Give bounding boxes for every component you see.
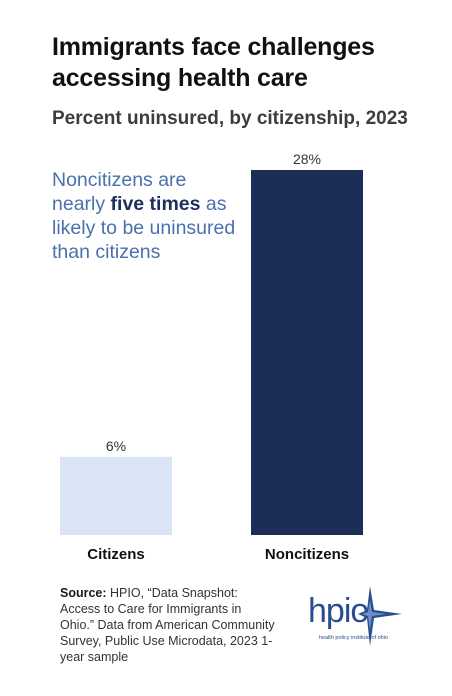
hpio-logo: hpio health policy institute of ohio (300, 580, 410, 660)
callout-emphasis: five times (110, 193, 201, 215)
chart-subtitle: Percent uninsured, by citizenship, 2023 (52, 108, 408, 129)
star-burst-icon (358, 586, 402, 646)
category-label-noncitizens: Noncitizens (265, 546, 349, 563)
data-label-noncitizens: 28% (293, 151, 321, 167)
callout-text: Noncitizens are nearly five times as lik… (52, 168, 242, 264)
data-label-citizens: 6% (106, 438, 126, 454)
source-note: Source: HPIO, “Data Snapshot: Access to … (60, 585, 275, 665)
source-text: HPIO, “Data Snapshot: Access to Care for… (60, 586, 275, 664)
callout-post: as likely to be uninsured than citizens (52, 193, 236, 263)
category-label-citizens: Citizens (87, 546, 145, 563)
bar-citizens (60, 456, 172, 535)
bar-chart: 6% Citizens 28% Noncitizens (60, 151, 363, 563)
bar-noncitizens (251, 170, 363, 535)
logo-wordmark: hpio (308, 592, 369, 630)
source-label: Source: (60, 586, 107, 600)
callout-pre: Noncitizens are nearly (52, 169, 187, 215)
logo-tagline: health policy institute of ohio (318, 635, 388, 641)
chart-title: Immigrants face challenges accessing hea… (52, 33, 375, 92)
